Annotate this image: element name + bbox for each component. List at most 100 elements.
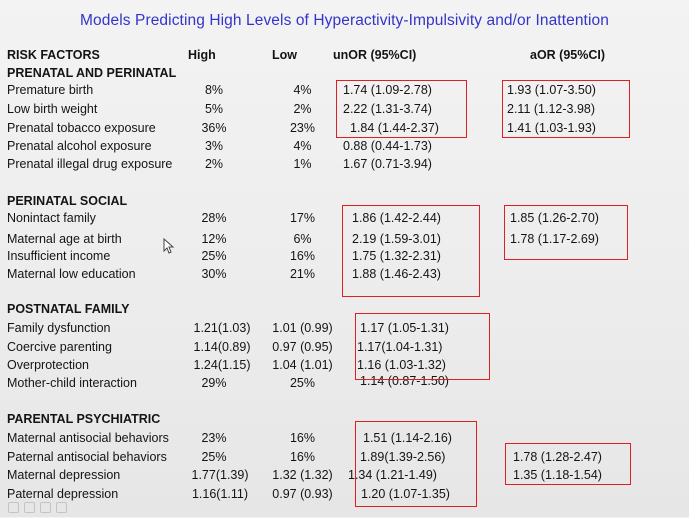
risk-factor-name: Coercive parenting [7, 340, 112, 354]
risk-factor-name: Insufficient income [7, 249, 111, 263]
unadjusted-or: 1.17(1.04-1.31) [357, 340, 443, 354]
unadjusted-or: 1.75 (1.32-2.31) [352, 249, 441, 263]
low-value: 6% [293, 232, 312, 246]
high-value: 2% [204, 157, 224, 171]
header-unor: unOR (95%CI) [333, 48, 417, 62]
unadjusted-or: 1.89(1.39-2.56) [360, 450, 446, 464]
high-value: 12% [201, 232, 227, 246]
unadjusted-or: 1.88 (1.46-2.43) [352, 267, 441, 281]
adjusted-or: 1.35 (1.18-1.54) [513, 468, 602, 482]
highlight-box [336, 80, 467, 138]
section-title: PARENTAL PSYCHIATRIC [7, 412, 161, 426]
unadjusted-or: 1.51 (1.14-2.16) [363, 431, 452, 445]
low-value: 1.32 (1.32) [272, 468, 333, 482]
low-value: 16% [289, 431, 316, 445]
high-value: 1.24(1.15) [193, 358, 251, 372]
table-row: Low birth weight 5% 2% 2.22 (1.31-3.74) … [0, 100, 689, 118]
risk-factor-name: Maternal age at birth [7, 232, 122, 246]
risk-factor-name: Maternal low education [7, 267, 136, 281]
low-value: 23% [289, 121, 316, 135]
header-high: High [188, 48, 216, 62]
unadjusted-or: 2.22 (1.31-3.74) [343, 102, 432, 116]
table-row: Maternal antisocial behaviors 23% 16% 1.… [0, 429, 689, 447]
table-row: Maternal age at birth 12% 6% 2.19 (1.59-… [0, 230, 689, 248]
low-value: 1% [293, 157, 312, 171]
next-slide-icon[interactable] [56, 502, 67, 513]
low-value: 1.04 (1.01) [272, 358, 333, 372]
highlight-box [504, 205, 628, 260]
high-value: 5% [204, 102, 224, 116]
low-value: 1.01 (0.99) [272, 321, 333, 335]
highlight-box [342, 205, 480, 297]
low-value: 16% [289, 249, 316, 263]
slideshow-controls[interactable] [8, 500, 78, 514]
risk-factor-name: Prenatal illegal drug exposure [7, 157, 173, 171]
risk-factor-name: Prenatal alcohol exposure [7, 139, 152, 153]
high-value: 30% [201, 267, 227, 281]
pen-icon[interactable] [24, 502, 35, 513]
high-value: 28% [201, 211, 227, 225]
low-value: 16% [289, 450, 316, 464]
table-row: Family dysfunction 1.21(1.03) 1.01 (0.99… [0, 319, 689, 337]
cursor-arrow-icon [163, 238, 175, 254]
risk-factor-name: Paternal depression [7, 487, 119, 501]
risk-factor-name: Overprotection [7, 358, 89, 372]
table-row: Prenatal alcohol exposure 3% 4% 0.88 (0.… [0, 137, 689, 155]
adjusted-or: 1.78 (1.28-2.47) [513, 450, 602, 464]
high-value: 29% [201, 376, 227, 390]
table-row: Maternal depression 1.77(1.39) 1.32 (1.3… [0, 466, 689, 484]
highlight-box [355, 421, 477, 507]
adjusted-or: 1.93 (1.07-3.50) [507, 83, 596, 97]
prev-slide-icon[interactable] [8, 502, 19, 513]
adjusted-or: 1.78 (1.17-2.69) [510, 232, 599, 246]
unadjusted-or: 1.20 (1.07-1.35) [361, 487, 450, 501]
table-row: Coercive parenting 1.14(0.89) 0.97 (0.95… [0, 338, 689, 356]
risk-factor-name: Nonintact family [7, 211, 96, 225]
menu-icon[interactable] [40, 502, 51, 513]
table-row: Mother-child interaction 29% 25% 1.14 (0… [0, 374, 689, 392]
high-value: 1.14(0.89) [193, 340, 251, 354]
adjusted-or: 1.41 (1.03-1.93) [507, 121, 596, 135]
unadjusted-or: 1.67 (0.71-3.94) [343, 157, 432, 171]
risk-factor-name: Maternal antisocial behaviors [7, 431, 169, 445]
unadjusted-or: 2.19 (1.59-3.01) [352, 232, 441, 246]
unadjusted-or: 1.17 (1.05-1.31) [360, 321, 449, 335]
risk-factor-name: Mother-child interaction [7, 376, 137, 390]
highlight-box [502, 80, 630, 138]
high-value: 23% [201, 431, 227, 445]
unadjusted-or: 1.34 (1.21-1.49) [348, 468, 437, 482]
low-value: 17% [289, 211, 316, 225]
table-row: Prenatal tobacco exposure 36% 23% 1.84 (… [0, 119, 689, 137]
unadjusted-or: 1.16 (1.03-1.32) [357, 358, 446, 372]
unadjusted-or: 1.74 (1.09-2.78) [343, 83, 432, 97]
high-value: 8% [204, 83, 224, 97]
slide-title: Models Predicting High Levels of Hyperac… [80, 12, 609, 29]
table-row: Overprotection 1.24(1.15) 1.04 (1.01) 1.… [0, 356, 689, 374]
unadjusted-or: 1.14 (0.87-1.50) [360, 374, 449, 388]
risk-factor-name: Low birth weight [7, 102, 98, 116]
high-value: 3% [204, 139, 224, 153]
table-row: Nonintact family 28% 17% 1.86 (1.42-2.44… [0, 209, 689, 227]
risk-factor-name: Prenatal tobacco exposure [7, 121, 156, 135]
high-value: 1.21(1.03) [193, 321, 251, 335]
header-low: Low [272, 48, 297, 62]
risk-factor-name: Maternal depression [7, 468, 121, 482]
table-row: Paternal antisocial behaviors 25% 16% 1.… [0, 448, 689, 466]
low-value: 4% [293, 83, 312, 97]
high-value: 25% [201, 450, 227, 464]
adjusted-or: 1.85 (1.26-2.70) [510, 211, 599, 225]
low-value: 0.97 (0.93) [272, 487, 333, 501]
header-risk-factors: RISK FACTORS [7, 48, 100, 62]
table-row: Maternal low education 30% 21% 1.88 (1.4… [0, 265, 689, 283]
risk-factor-name: Premature birth [7, 83, 94, 97]
high-value: 1.16(1.11) [191, 487, 249, 501]
low-value: 21% [289, 267, 316, 281]
section-title: PRENATAL AND PERINATAL [7, 66, 177, 80]
low-value: 2% [293, 102, 312, 116]
header-aor: aOR (95%CI) [530, 48, 606, 62]
highlight-box [355, 313, 490, 380]
low-value: 0.97 (0.95) [272, 340, 333, 354]
risk-factor-name: Paternal antisocial behaviors [7, 450, 167, 464]
high-value: 1.77(1.39) [191, 468, 249, 482]
highlight-box [505, 443, 631, 485]
